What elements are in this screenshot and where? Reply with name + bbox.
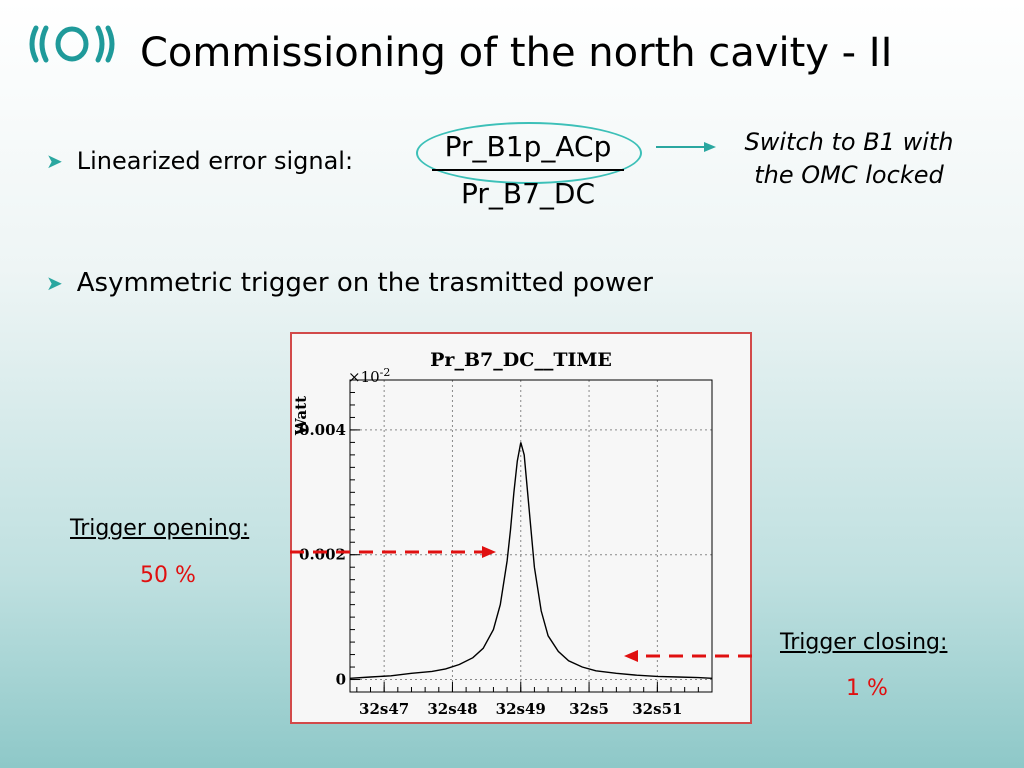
plot-area-border bbox=[349, 379, 713, 693]
chart-title: Pr_B7_DC__TIME bbox=[430, 349, 612, 371]
x-tick-label: 32s5 bbox=[569, 700, 609, 718]
bullet-asymmetric-trigger: ➤ Asymmetric trigger on the trasmitted p… bbox=[46, 268, 653, 298]
formula-numerator: Pr_B1p_ACp bbox=[444, 130, 612, 163]
y-exponent-label: ×10-2 bbox=[348, 366, 390, 386]
virgo-logo-icon bbox=[29, 25, 115, 63]
y-tick-label: 0.002 bbox=[299, 546, 346, 564]
bullet-linearized-error-signal: ➤ Linearized error signal: bbox=[46, 147, 353, 175]
bullet-arrow-icon: ➤ bbox=[46, 149, 63, 173]
fraction-bar bbox=[432, 169, 624, 171]
trigger-closing-label: Trigger closing: bbox=[780, 630, 948, 655]
x-tick-label: 32s48 bbox=[427, 700, 477, 718]
bullet-text: Asymmetric trigger on the trasmitted pow… bbox=[76, 268, 653, 298]
switch-note: Switch to B1 with the OMC locked bbox=[724, 126, 974, 192]
formula-denominator: Pr_B7_DC bbox=[460, 177, 596, 210]
y-tick-label: 0.004 bbox=[299, 421, 346, 439]
x-tick-label: 32s49 bbox=[496, 700, 546, 718]
bullet-arrow-icon: ➤ bbox=[46, 271, 63, 295]
y-tick-label: 0 bbox=[336, 671, 346, 689]
switch-note-line1: Switch to B1 with bbox=[744, 128, 954, 156]
y-axis-label: Watt bbox=[292, 396, 310, 436]
axis-ticks: 32s47 32s48 32s49 32s5 32s51 0 0.002 0.004 bbox=[299, 379, 699, 718]
switch-note-line2: the OMC locked bbox=[754, 161, 944, 189]
plot-frame: Pr_B7_DC__TIME ×10-2 Watt 32s47 32s48 32s4… bbox=[290, 332, 752, 724]
trigger-opening-label: Trigger opening: bbox=[70, 516, 250, 541]
right-arrow-icon bbox=[656, 142, 716, 152]
numerator-highlight-ellipse bbox=[416, 122, 642, 184]
trigger-opening-arrowhead-icon bbox=[482, 546, 496, 558]
power-time-chart: Pr_B7_DC__TIME ×10-2 Watt 32s47 32s48 32s4… bbox=[292, 349, 713, 718]
trigger-closing-arrowhead-icon bbox=[624, 650, 638, 662]
series-line bbox=[349, 442, 713, 679]
grid-lines bbox=[350, 380, 712, 692]
error-signal-formula: Pr_B1p_ACp Pr_B7_DC bbox=[428, 128, 628, 210]
bullet-text: Linearized error signal: bbox=[76, 147, 354, 175]
x-tick-label: 32s47 bbox=[359, 700, 409, 718]
x-tick-label: 32s51 bbox=[632, 700, 682, 718]
page-title: Commissioning of the north cavity - II bbox=[140, 30, 893, 76]
trigger-opening-value: 50 % bbox=[140, 563, 196, 588]
trigger-closing-value: 1 % bbox=[846, 676, 888, 701]
